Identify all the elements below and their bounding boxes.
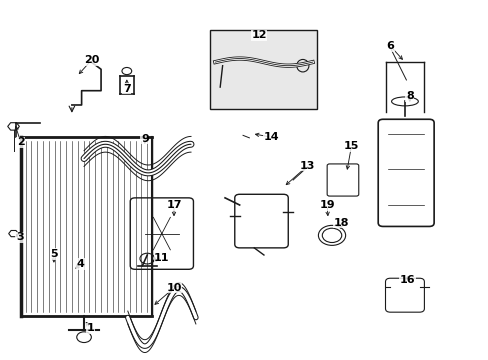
Text: 19: 19 bbox=[319, 200, 334, 210]
Text: 11: 11 bbox=[154, 252, 169, 262]
Text: 1: 1 bbox=[86, 323, 94, 333]
Text: 20: 20 bbox=[83, 55, 99, 65]
Text: 17: 17 bbox=[166, 200, 182, 210]
Text: 7: 7 bbox=[122, 84, 130, 94]
Text: 3: 3 bbox=[16, 232, 23, 242]
Bar bbox=[210, 30, 317, 109]
Text: 5: 5 bbox=[50, 249, 58, 259]
Text: 13: 13 bbox=[300, 161, 315, 171]
Text: 8: 8 bbox=[405, 91, 413, 101]
Text: 2: 2 bbox=[17, 138, 25, 148]
Bar bbox=[21, 137, 152, 316]
Text: 10: 10 bbox=[166, 283, 182, 293]
Text: 16: 16 bbox=[399, 275, 414, 285]
Text: 12: 12 bbox=[251, 30, 266, 40]
Text: 14: 14 bbox=[263, 132, 279, 142]
Text: 6: 6 bbox=[386, 41, 393, 51]
Text: 4: 4 bbox=[76, 259, 84, 269]
Text: 9: 9 bbox=[141, 134, 148, 144]
Text: 18: 18 bbox=[333, 218, 349, 228]
Text: 15: 15 bbox=[343, 141, 358, 151]
